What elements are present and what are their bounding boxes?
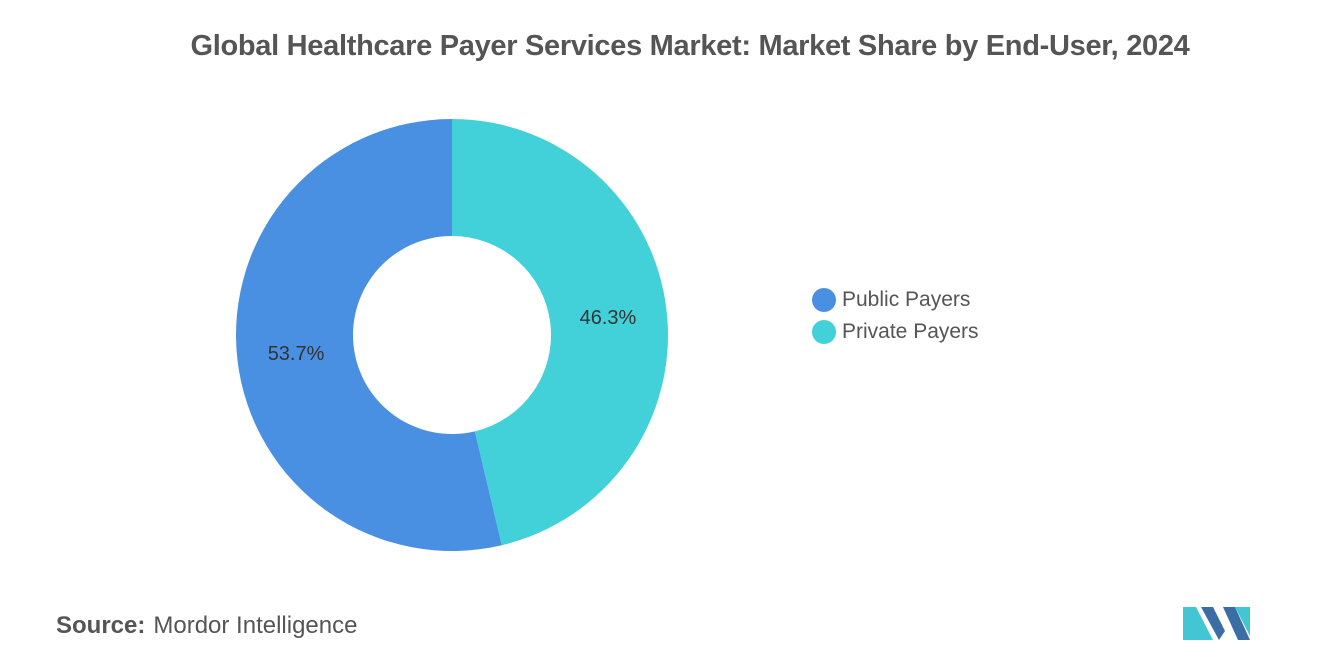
slice-public-payers[interactable]	[236, 119, 502, 551]
legend-item-public-payers[interactable]: Public Payers	[812, 284, 979, 316]
source-note: Source: Mordor Intelligence	[56, 612, 357, 640]
legend-label-public-payers: Public Payers	[842, 288, 971, 311]
mordor-intelligence-logo-icon	[1183, 607, 1250, 640]
legend-item-private-payers[interactable]: Private Payers	[812, 316, 979, 348]
slice-private-payers[interactable]	[452, 119, 669, 546]
slice-label-private-payers: 46.3%	[580, 307, 637, 329]
source-text: Mordor Intelligence	[153, 612, 358, 639]
legend-swatch-private-payers	[812, 320, 836, 344]
legend-swatch-public-payers	[812, 288, 836, 312]
chart-title: Global Healthcare Payer Services Market:…	[190, 30, 1190, 62]
legend-label-private-payers: Private Payers	[842, 320, 979, 343]
slice-label-public-payers: 53.7%	[268, 343, 325, 365]
source-label: Source:	[56, 612, 146, 639]
chart-legend: Public Payers Private Payers	[812, 284, 979, 348]
